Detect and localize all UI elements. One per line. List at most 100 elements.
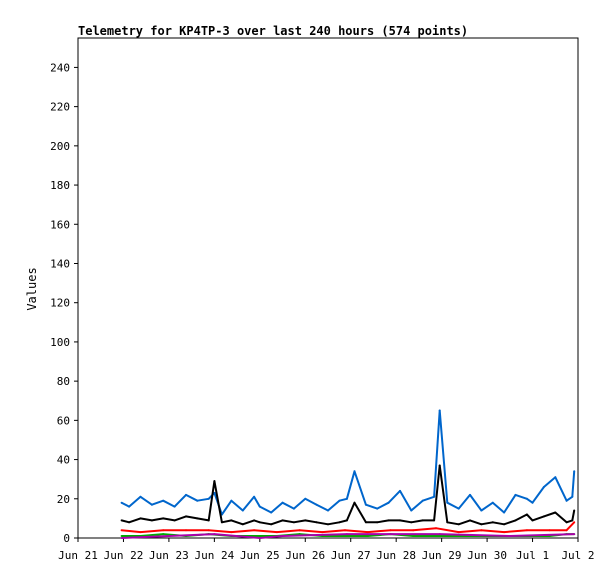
data-point (457, 507, 460, 510)
data-point (321, 531, 324, 534)
data-point (230, 531, 233, 534)
data-point (241, 523, 244, 526)
data-point (258, 505, 261, 508)
x-tick-label: Jul 2 (561, 549, 594, 562)
plot-frame (77, 37, 579, 539)
y-tick-label: 100 (50, 336, 70, 349)
data-point (366, 535, 369, 537)
data-point (421, 499, 424, 502)
data-point (338, 521, 341, 524)
series-3 (120, 521, 576, 534)
data-point (304, 497, 307, 500)
data-point (565, 529, 568, 532)
data-point (353, 470, 356, 473)
data-point (571, 519, 574, 522)
y-tick-label: 180 (50, 179, 70, 192)
data-point (438, 409, 441, 412)
data-point (315, 503, 318, 506)
x-tick-label: Jul 1 (516, 549, 549, 562)
data-point (120, 537, 123, 539)
data-point (120, 519, 123, 522)
data-point (531, 519, 534, 522)
data-point (338, 499, 341, 502)
data-point (433, 495, 436, 498)
data-point (275, 531, 278, 534)
data-point (173, 505, 176, 508)
y-tick-label: 40 (57, 454, 70, 467)
y-tick-label: 140 (50, 257, 70, 270)
data-point (438, 464, 441, 467)
data-point (399, 489, 401, 492)
data-point (281, 519, 284, 522)
data-point (173, 519, 176, 522)
data-point (548, 529, 551, 532)
y-tick-label: 20 (57, 493, 70, 506)
x-tick-label: Jun 26 (285, 549, 325, 562)
data-point (230, 499, 233, 502)
data-point (457, 523, 460, 526)
data-point (399, 519, 401, 522)
data-point (207, 519, 210, 522)
series-line (121, 533, 575, 539)
data-point (433, 519, 436, 522)
data-point (503, 511, 506, 514)
data-point (480, 509, 483, 512)
data-point (542, 515, 545, 518)
data-point (281, 501, 284, 504)
data-point (345, 497, 348, 500)
data-point (344, 535, 346, 537)
data-point (298, 529, 301, 532)
data-point (120, 501, 123, 504)
data-point (554, 476, 557, 479)
data-point (469, 493, 471, 496)
data-point (185, 529, 187, 532)
y-tick-label: 200 (50, 140, 70, 153)
data-point (514, 493, 517, 496)
x-tick-label: Jun 23 (149, 549, 189, 562)
series-layer (120, 409, 576, 539)
data-point (241, 509, 244, 512)
x-tick-label: Jun 27 (331, 549, 371, 562)
data-point (573, 521, 576, 524)
data-point (571, 495, 574, 498)
data-point (573, 470, 576, 473)
data-point (292, 521, 295, 524)
data-point (253, 529, 256, 532)
data-point (364, 521, 367, 524)
data-point (446, 521, 449, 524)
data-point (253, 519, 256, 522)
series-5 (120, 533, 576, 539)
y-tick-label: 220 (50, 101, 70, 114)
data-point (389, 529, 392, 532)
data-point (410, 509, 413, 512)
data-point (162, 517, 165, 520)
data-point (503, 531, 506, 534)
series-line (121, 521, 575, 534)
data-point (139, 495, 142, 498)
data-point (421, 519, 424, 522)
data-point (491, 521, 494, 524)
data-point (364, 503, 367, 506)
data-point (503, 523, 506, 526)
data-point (120, 535, 123, 537)
data-point (327, 523, 329, 526)
data-point (304, 519, 307, 522)
data-point (281, 535, 284, 537)
data-point (253, 495, 256, 498)
data-point (230, 519, 233, 522)
y-axis-label: Values (25, 267, 39, 310)
chart-title: Telemetry for KP4TP-3 over last 240 hour… (78, 24, 468, 38)
data-point (435, 527, 437, 530)
data-point (150, 519, 153, 522)
data-point (531, 501, 534, 504)
data-point (196, 517, 199, 520)
data-point (207, 529, 210, 532)
data-point (292, 507, 295, 510)
data-point (376, 507, 379, 510)
data-point (213, 480, 216, 483)
x-axis: Jun 21 Jun 22 Jun 23 Jun 24 Jun 25 Jun 26 Jun … (58, 538, 595, 562)
data-point (345, 519, 348, 522)
x-tick-label: Jun 22 (104, 549, 144, 562)
data-point (139, 517, 142, 520)
